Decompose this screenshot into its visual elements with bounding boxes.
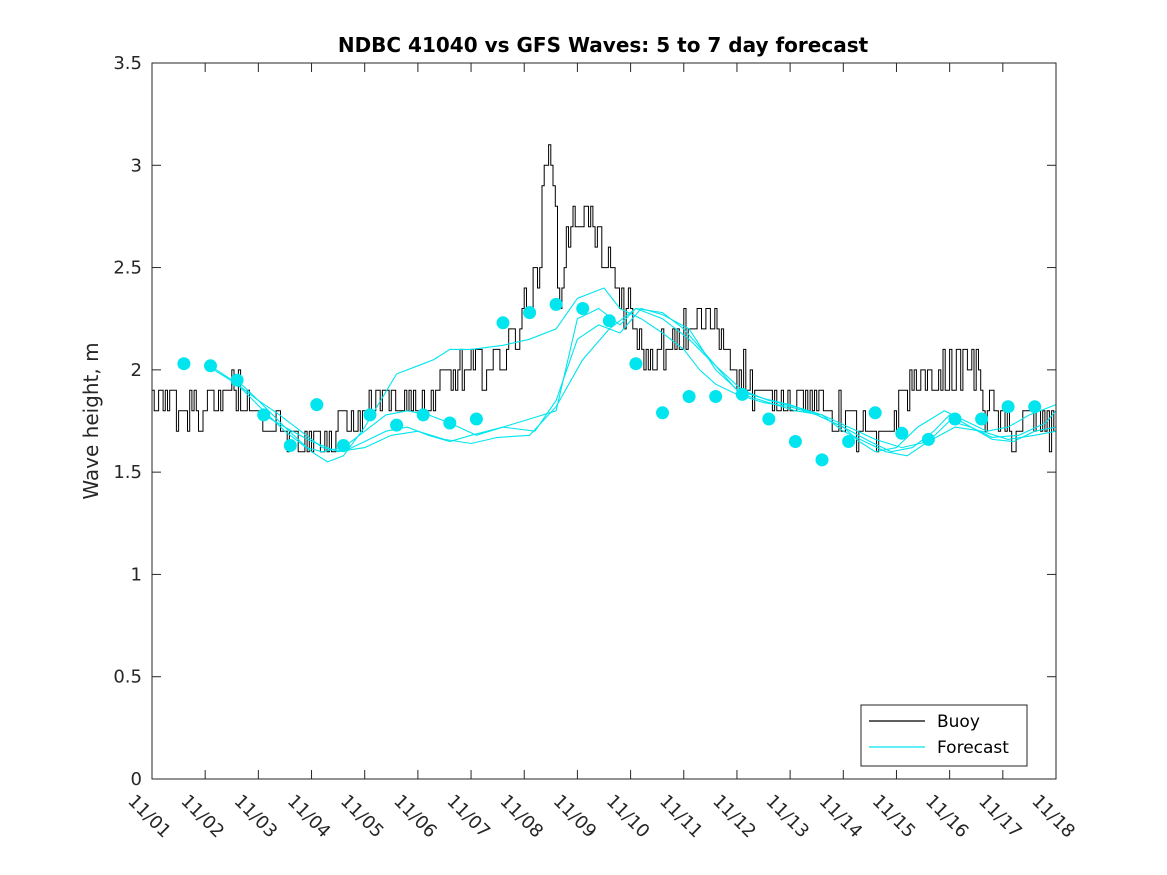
chart-title: NDBC 41040 vs GFS Waves: 5 to 7 day fore… — [338, 33, 869, 57]
forecast-point — [310, 398, 324, 412]
forecast-point — [257, 408, 271, 422]
forecast-point — [1028, 400, 1042, 414]
y-axis-label: Wave height, m — [79, 342, 103, 499]
forecast-point — [1001, 400, 1015, 414]
forecast-point — [656, 406, 669, 420]
forecast-point — [682, 390, 696, 403]
forecast-point — [762, 412, 776, 426]
y-axis-ticks: 0 0.5 1 1.5 2 2.5 3 3.5 — [113, 53, 1056, 790]
forecast-point — [469, 412, 483, 426]
forecast-point — [602, 314, 616, 328]
forecast-point — [709, 390, 723, 403]
forecast-point — [629, 357, 643, 371]
forecast-point — [416, 408, 430, 422]
forecast-point — [868, 406, 882, 420]
y-tick-label: 2.5 — [113, 258, 142, 279]
forecast-point — [788, 435, 802, 448]
forecast-point — [204, 359, 217, 373]
legend-label-forecast: Forecast — [937, 738, 1009, 758]
forecast-point — [283, 439, 297, 452]
forecast-point — [975, 412, 989, 426]
y-tick-label: 0.5 — [113, 667, 142, 688]
y-tick-label: 1 — [131, 564, 142, 585]
forecast-point — [895, 426, 909, 440]
forecast-point — [363, 408, 377, 422]
forecast-point — [735, 387, 749, 401]
forecast-point — [549, 297, 563, 311]
legend-box — [860, 704, 1028, 767]
forecast-point — [948, 412, 962, 426]
y-tick-label: 0 — [131, 769, 142, 790]
y-tick-label: 3.5 — [113, 53, 142, 74]
axes — [151, 62, 1057, 780]
legend-label-buoy: Buoy — [937, 712, 980, 732]
forecast-point — [177, 357, 191, 371]
forecast-point — [336, 439, 350, 452]
forecast-point — [496, 316, 510, 330]
forecast-point — [443, 416, 457, 430]
y-tick-label: 3 — [131, 155, 142, 176]
forecast-point — [842, 435, 856, 448]
plot-series — [152, 144, 1057, 467]
axes-frame — [151, 62, 1057, 780]
forecast-point — [576, 302, 590, 315]
forecast-point — [390, 418, 404, 432]
forecast-point — [230, 373, 244, 387]
forecast-point — [921, 432, 935, 446]
forecast-point — [523, 306, 537, 320]
legend: Buoy Forecast — [860, 704, 1028, 767]
y-tick-label: 2 — [131, 360, 142, 381]
forecast-point — [815, 453, 829, 467]
buoy-series-line — [152, 144, 1056, 453]
y-tick-label: 1.5 — [113, 462, 142, 483]
